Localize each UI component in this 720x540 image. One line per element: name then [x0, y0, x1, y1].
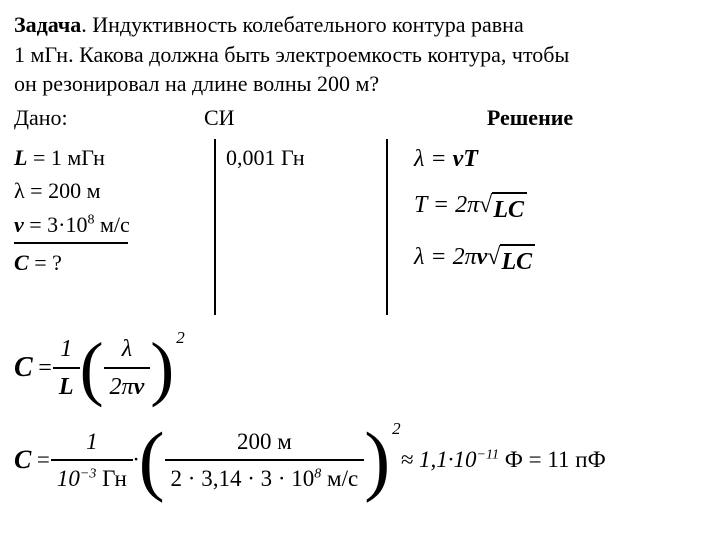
- si-L: 0,001 Гн: [226, 143, 376, 173]
- derive-formula: C = 1 L ( λ 2πv ) 2: [14, 333, 706, 404]
- final-calc: C = 1 10−3 Гн · ( 200 м 2 · 3,14 · 3 · 1…: [14, 426, 706, 494]
- final-result: ≈ 1,1·10−11 Ф = 11 пФ: [401, 444, 606, 475]
- sym-C: C: [14, 250, 29, 275]
- fin-num1: 1: [51, 426, 133, 461]
- problem-t1: . Индуктивность колебательного контура р…: [81, 12, 523, 37]
- formula-3: λ = 2πv√LC: [414, 241, 706, 278]
- derive-C: C: [14, 349, 33, 387]
- frac-big: 200 м 2 · 3,14 · 3 · 108 м/с: [165, 426, 365, 494]
- divider-2: [386, 139, 388, 315]
- d1v: 10: [57, 466, 80, 491]
- problem-statement: Задача. Индуктивность колебательного кон…: [14, 10, 706, 99]
- fin-den2: 2 · 3,14 · 3 · 108 м/с: [165, 461, 365, 494]
- given-L: L = 1 мГн: [14, 143, 204, 173]
- final-eq: =: [35, 444, 51, 475]
- num-lambda: λ: [104, 333, 151, 369]
- derive-eq: =: [37, 352, 53, 384]
- given-C: C = ?: [14, 248, 204, 278]
- formula-2: T = 2π√LC: [414, 189, 706, 226]
- given-lambda: λ = 200 м: [14, 176, 204, 206]
- res-exp: −11: [477, 447, 499, 462]
- fin-den1: 10−3 Гн: [51, 461, 133, 494]
- d2a: 2 · 3,14 · 3 · 10: [171, 466, 315, 491]
- paren-group-2: ( 200 м 2 · 3,14 · 3 · 108 м/с ): [139, 426, 391, 494]
- f3-rad: LC: [500, 244, 535, 278]
- unit-v: м/с: [95, 212, 130, 237]
- val-C: = ?: [29, 250, 62, 275]
- num-1: 1: [53, 333, 80, 369]
- problem-t3: он резонировал на длине волны 200 м?: [14, 71, 379, 96]
- final-exp: 2: [392, 418, 401, 441]
- fin-num2: 200 м: [165, 426, 365, 461]
- approx: ≈ 1,1·10: [401, 447, 477, 472]
- frac-denomH: 1 10−3 Гн: [51, 426, 133, 494]
- formula-1: λ = vT: [414, 143, 706, 175]
- sqrt-2: √LC: [487, 244, 535, 278]
- divider-1: [214, 139, 216, 315]
- d1e: −3: [80, 466, 96, 481]
- f1-lhs: λ =: [414, 146, 453, 172]
- frac-lambda: λ 2πv: [104, 333, 151, 404]
- res-unit: Ф = 11 пФ: [499, 447, 606, 472]
- d1u: Гн: [96, 466, 126, 491]
- f2-lhs: T = 2π: [414, 192, 479, 218]
- sym-v: v: [14, 212, 24, 237]
- f1-rhs: vT: [453, 146, 478, 172]
- given-column: L = 1 мГн λ = 200 м v = 3·108 м/с C = ?: [14, 139, 204, 280]
- column-headers: Дано: СИ Решение: [14, 103, 706, 133]
- exp-v: 8: [88, 213, 95, 228]
- problem-label: Задача: [14, 12, 81, 37]
- solution-column: λ = vT T = 2π√LC λ = 2πv√LC: [398, 139, 706, 280]
- sqrt-1: √LC: [479, 192, 527, 226]
- f2-rad: LC: [492, 192, 527, 226]
- f3-lhs: λ = 2π: [414, 244, 477, 270]
- header-si: СИ: [204, 103, 354, 133]
- given-divider: [14, 242, 128, 244]
- header-solution: Решение: [354, 103, 706, 133]
- sym-L: L: [14, 145, 27, 170]
- paren-group-1: ( λ 2πv ): [80, 333, 175, 404]
- columns-block: L = 1 мГн λ = 200 м v = 3·108 м/с C = ? …: [14, 139, 706, 315]
- si-column: 0,001 Гн: [226, 139, 376, 175]
- given-v: v = 3·108 м/с: [14, 210, 204, 240]
- derive-exp: 2: [176, 327, 185, 350]
- den-L: L: [53, 369, 80, 403]
- val-v: = 3·10: [24, 212, 88, 237]
- frac-1oL: 1 L: [53, 333, 80, 404]
- den-2piv: 2πv: [104, 369, 151, 403]
- f3-mid: v: [477, 244, 488, 270]
- header-given: Дано:: [14, 103, 204, 133]
- final-C: C: [14, 442, 31, 477]
- val-L: = 1 мГн: [27, 145, 104, 170]
- problem-t2: 1 мГн. Какова должна быть электроемкость…: [14, 42, 569, 67]
- d2u: м/с: [321, 466, 358, 491]
